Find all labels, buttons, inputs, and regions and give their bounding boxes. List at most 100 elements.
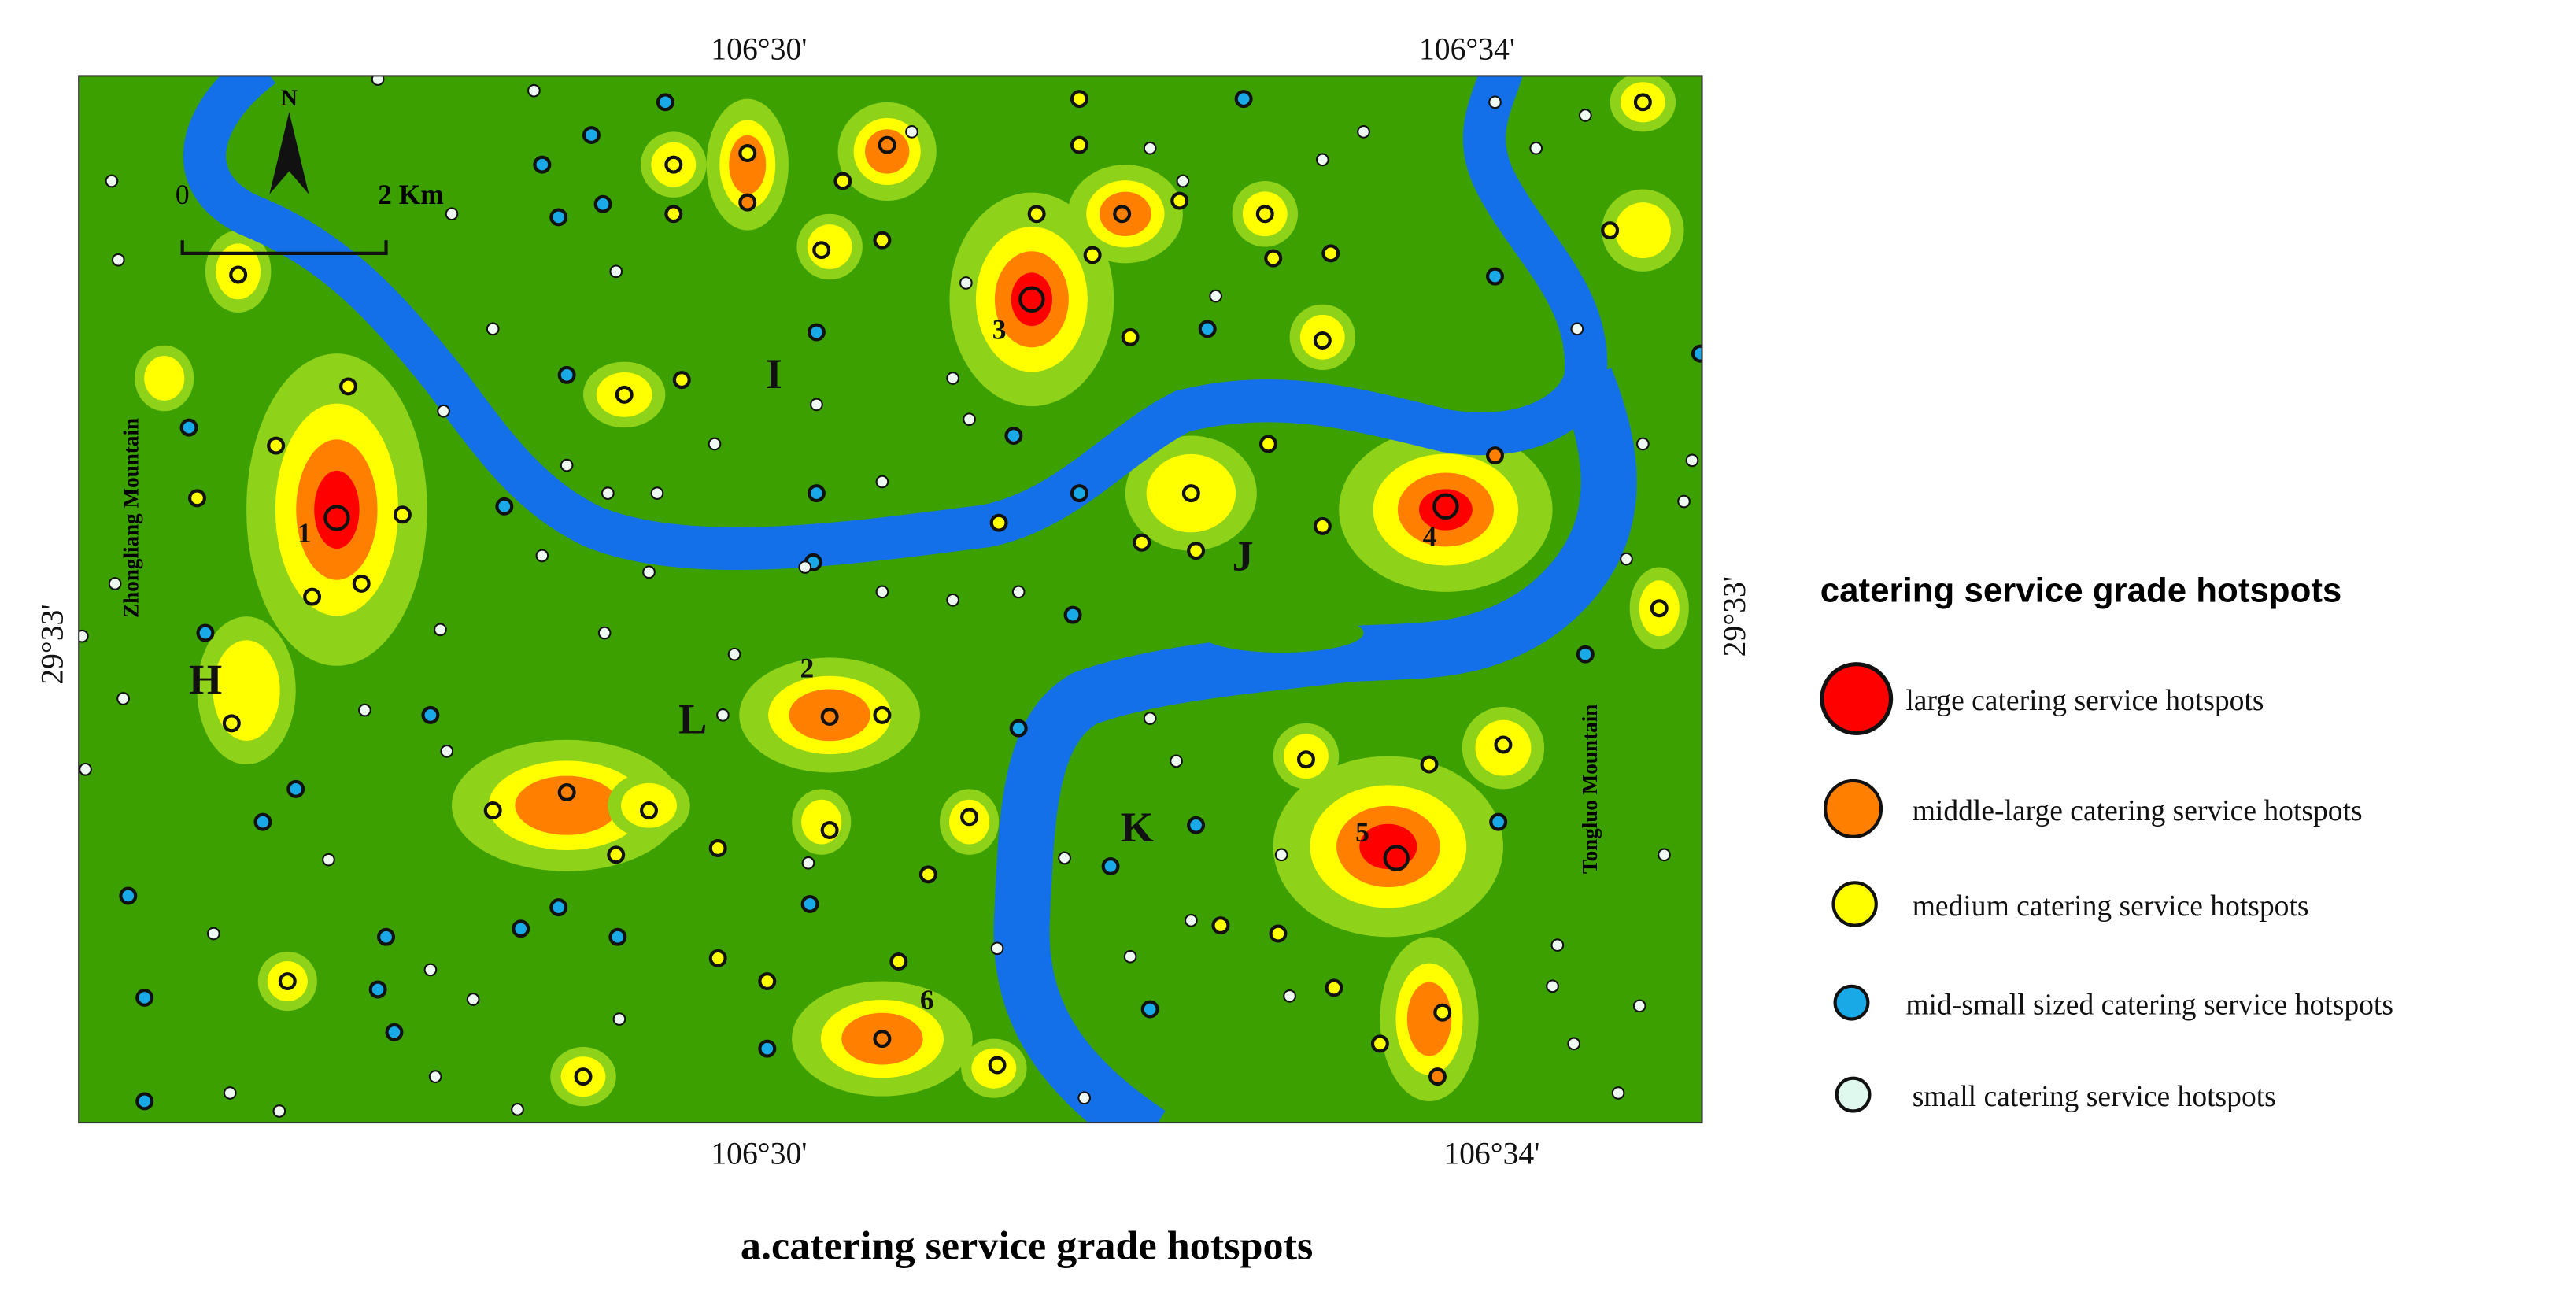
poi-marker bbox=[196, 623, 215, 642]
legend-symbol bbox=[1833, 984, 1870, 1021]
poi-marker bbox=[1691, 344, 1702, 363]
region-label: J bbox=[1233, 533, 1254, 580]
poi-marker bbox=[1567, 1037, 1581, 1051]
poi-marker bbox=[1321, 244, 1340, 263]
poi-marker bbox=[1143, 712, 1157, 725]
hotspot-zone bbox=[729, 135, 767, 194]
poi-marker bbox=[1494, 735, 1513, 754]
poi-marker bbox=[1315, 153, 1329, 167]
caption: a.catering service grade hotspots bbox=[741, 1223, 1313, 1268]
poi-marker bbox=[946, 372, 960, 385]
poi-marker bbox=[1198, 320, 1217, 338]
region-label: L bbox=[678, 695, 707, 742]
poi-marker bbox=[339, 377, 358, 396]
poi-marker bbox=[253, 812, 272, 831]
mountain-label: Zhongliang Mountain bbox=[119, 418, 142, 618]
poi-marker bbox=[1077, 1091, 1092, 1105]
coord-label: 106°34' bbox=[1443, 1136, 1539, 1171]
hotspot-layer bbox=[135, 76, 1689, 1107]
poi-marker bbox=[486, 322, 500, 336]
poi-marker bbox=[549, 898, 568, 917]
poi-marker bbox=[873, 1030, 892, 1049]
poi-marker bbox=[286, 779, 305, 798]
legend-symbol bbox=[1820, 662, 1894, 735]
poi-marker bbox=[466, 993, 480, 1006]
legend: catering service grade hotspots large ca… bbox=[1820, 571, 2393, 1113]
hotspot-number: 2 bbox=[800, 652, 815, 683]
region-label: H bbox=[189, 656, 222, 703]
poi-marker bbox=[820, 821, 839, 840]
coord-label: 106°34' bbox=[1419, 32, 1515, 67]
poi-marker bbox=[1432, 493, 1459, 520]
poi-marker bbox=[664, 205, 683, 224]
poi-marker bbox=[207, 927, 220, 941]
poi-marker bbox=[988, 1056, 1007, 1075]
poi-marker bbox=[1184, 913, 1198, 927]
poi-marker bbox=[1325, 978, 1343, 997]
poi-marker bbox=[421, 705, 440, 724]
poi-marker bbox=[437, 404, 450, 418]
hotspot-number: 5 bbox=[1355, 816, 1369, 848]
poi-marker bbox=[758, 972, 777, 991]
poi-marker bbox=[188, 489, 206, 508]
poi-marker bbox=[135, 1092, 154, 1111]
poi-marker bbox=[1433, 1003, 1452, 1022]
poi-marker bbox=[1211, 916, 1230, 935]
poi-marker bbox=[612, 1012, 626, 1026]
poi-marker bbox=[656, 93, 674, 112]
poi-marker bbox=[278, 972, 297, 991]
poi-marker bbox=[878, 135, 896, 154]
poi-marker bbox=[303, 587, 322, 606]
poi-marker bbox=[800, 894, 819, 913]
legend-title: catering service grade hotspots bbox=[1820, 571, 2342, 609]
poi-marker bbox=[1357, 125, 1370, 139]
poi-marker bbox=[959, 276, 973, 290]
poi-marker bbox=[1143, 141, 1157, 155]
poi-marker bbox=[1650, 599, 1669, 618]
poi-marker bbox=[1550, 938, 1565, 952]
poi-marker bbox=[1070, 90, 1088, 109]
poi-marker bbox=[1140, 1000, 1159, 1019]
poi-marker bbox=[1636, 437, 1650, 451]
poi-marker bbox=[812, 241, 831, 260]
scale-label: 2 Km bbox=[378, 179, 444, 210]
poi-marker bbox=[79, 762, 92, 776]
poi-marker bbox=[574, 1067, 593, 1086]
poi-marker bbox=[371, 76, 385, 86]
poi-marker bbox=[1018, 286, 1045, 313]
poi-marker bbox=[905, 125, 918, 139]
poi-marker bbox=[990, 941, 1004, 956]
poi-marker bbox=[1633, 93, 1652, 112]
poi-marker bbox=[1620, 552, 1633, 566]
poi-marker bbox=[1428, 1067, 1447, 1086]
poi-marker bbox=[918, 865, 937, 884]
poi-marker bbox=[1370, 1034, 1389, 1053]
poi-marker bbox=[650, 486, 664, 500]
poi-marker bbox=[1486, 267, 1504, 286]
hotspot-zone bbox=[144, 356, 185, 401]
hotspot-zone bbox=[1614, 202, 1671, 259]
poi-marker bbox=[875, 475, 889, 489]
poi-marker bbox=[423, 963, 438, 977]
poi-marker bbox=[1677, 494, 1691, 509]
legend-symbol bbox=[1831, 881, 1878, 927]
poi-marker bbox=[1187, 542, 1206, 560]
poi-marker bbox=[1578, 109, 1592, 122]
mountain-label: Tongluo Mountain bbox=[1578, 705, 1602, 874]
poi-marker bbox=[440, 744, 454, 758]
poi-marker bbox=[393, 505, 412, 524]
poi-marker bbox=[664, 155, 683, 174]
poi-marker bbox=[960, 808, 979, 827]
poi-marker bbox=[1420, 755, 1439, 774]
poi-marker bbox=[597, 626, 612, 640]
poi-marker bbox=[358, 703, 371, 717]
poi-marker bbox=[223, 1086, 237, 1100]
poi-marker bbox=[1121, 327, 1140, 346]
coord-label: 29°33' bbox=[35, 604, 69, 684]
poi-marker bbox=[368, 980, 387, 999]
poi-marker bbox=[222, 714, 241, 733]
poi-marker bbox=[1601, 221, 1620, 240]
poi-marker bbox=[1296, 750, 1315, 769]
poi-marker bbox=[1058, 851, 1071, 865]
